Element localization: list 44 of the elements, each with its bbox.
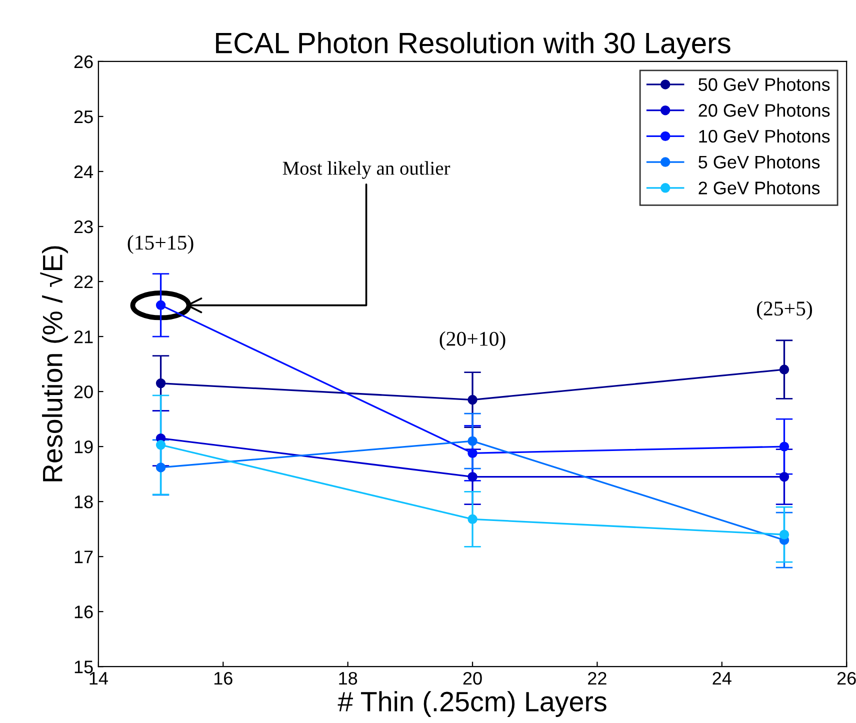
point bbox=[779, 530, 790, 540]
y-tick-label: 15 bbox=[74, 660, 93, 674]
point bbox=[468, 514, 478, 524]
x-axis-title: # Thin (.25cm) Layers bbox=[338, 691, 606, 717]
point bbox=[468, 448, 478, 458]
y-axis-title: Resolution (% / √E) bbox=[40, 246, 68, 482]
point bbox=[468, 436, 478, 446]
x-tick-label: 18 bbox=[339, 672, 358, 685]
annotation: Most likely an outlier bbox=[282, 161, 450, 179]
y-tick-label: 21 bbox=[74, 330, 93, 344]
y-tick-label: 24 bbox=[74, 165, 94, 178]
annotation: (25+5) bbox=[756, 300, 812, 320]
annotation: (20+10) bbox=[440, 331, 506, 350]
x-tick-label: 20 bbox=[463, 672, 482, 685]
y-tick-label: 16 bbox=[74, 606, 93, 618]
y-tick-label: 19 bbox=[74, 440, 93, 454]
y-tick-label: 23 bbox=[74, 220, 93, 234]
x-tick-label: 14 bbox=[90, 672, 108, 685]
point bbox=[468, 472, 478, 482]
y-tick-label: 22 bbox=[74, 275, 93, 288]
legend-label: 2 GeV Photons bbox=[698, 181, 820, 194]
point bbox=[156, 300, 166, 310]
y-tick-label: 26 bbox=[74, 55, 93, 68]
x-tick-label: 26 bbox=[837, 672, 856, 685]
point bbox=[779, 442, 790, 452]
point bbox=[156, 378, 166, 388]
legend-label: 50 GeV Photons bbox=[698, 78, 830, 91]
y-tick-label: 18 bbox=[74, 496, 93, 508]
x-tick-label: 16 bbox=[214, 672, 232, 685]
x-tick-label: 22 bbox=[588, 672, 606, 685]
y-tick-label: 20 bbox=[74, 385, 93, 398]
point bbox=[468, 394, 478, 405]
point bbox=[779, 364, 790, 374]
legend-label: 5 GeV Photons bbox=[698, 155, 820, 169]
y-tick-label: 17 bbox=[74, 550, 93, 564]
legend-label: 20 GeV Photons bbox=[698, 104, 830, 117]
legend-label: 10 GeV Photons bbox=[699, 129, 830, 143]
point bbox=[779, 472, 790, 482]
chart-title: ECAL Photon Resolution with 30 Layers bbox=[216, 32, 730, 60]
point bbox=[156, 440, 166, 450]
annotation: (15+15) bbox=[128, 235, 194, 254]
y-tick-label: 25 bbox=[74, 110, 93, 124]
x-tick-label: 24 bbox=[712, 672, 732, 685]
point bbox=[156, 462, 166, 472]
